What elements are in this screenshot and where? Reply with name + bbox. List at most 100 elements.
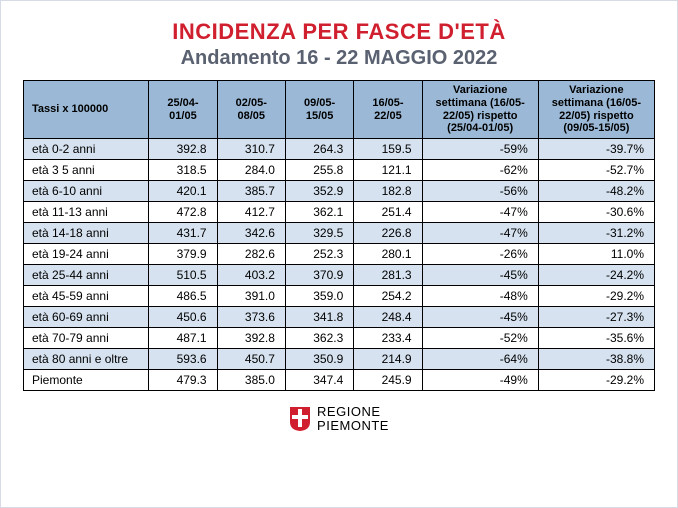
- table-row: età 11-13 anni472.8412.7362.1251.4-47%-3…: [24, 202, 655, 223]
- row-value: 214.9: [354, 349, 422, 370]
- row-value: -48%: [422, 286, 538, 307]
- row-value: 341.8: [285, 307, 353, 328]
- row-value: 362.1: [285, 202, 353, 223]
- col-header-week3: 09/05-15/05: [285, 81, 353, 139]
- footer: REGIONE PIEMONTE: [23, 405, 655, 437]
- table-row: età 0-2 anni392.8310.7264.3159.5-59%-39.…: [24, 139, 655, 160]
- row-label: età 6-10 anni: [24, 181, 149, 202]
- row-value: 342.6: [217, 223, 285, 244]
- row-value: 420.1: [149, 181, 217, 202]
- table-row: età 25-44 anni510.5403.2370.9281.3-45%-2…: [24, 265, 655, 286]
- row-value: 362.3: [285, 328, 353, 349]
- row-value: -39.7%: [538, 139, 654, 160]
- shield-icon: [289, 406, 311, 432]
- row-value: 593.6: [149, 349, 217, 370]
- row-value: 264.3: [285, 139, 353, 160]
- col-header-week1: 25/04-01/05: [149, 81, 217, 139]
- row-value: -38.8%: [538, 349, 654, 370]
- row-value: 359.0: [285, 286, 353, 307]
- brand-line2: PIEMONTE: [317, 419, 389, 433]
- table-row: età 70-79 anni487.1392.8362.3233.4-52%-3…: [24, 328, 655, 349]
- row-value: 350.9: [285, 349, 353, 370]
- row-value: 282.6: [217, 244, 285, 265]
- row-label: età 11-13 anni: [24, 202, 149, 223]
- row-value: -24.2%: [538, 265, 654, 286]
- row-value: 391.0: [217, 286, 285, 307]
- row-value: 233.4: [354, 328, 422, 349]
- row-value: 11.0%: [538, 244, 654, 265]
- row-value: 510.5: [149, 265, 217, 286]
- row-label: età 45-59 anni: [24, 286, 149, 307]
- table-header: Tassi x 100000 25/04-01/05 02/05-08/05 0…: [24, 81, 655, 139]
- table-total-row: Piemonte479.3385.0347.4245.9-49%-29.2%: [24, 370, 655, 391]
- row-value: -62%: [422, 160, 538, 181]
- row-value: 379.9: [149, 244, 217, 265]
- row-value: 412.7: [217, 202, 285, 223]
- row-label: età 19-24 anni: [24, 244, 149, 265]
- row-value: 284.0: [217, 160, 285, 181]
- row-value: 352.9: [285, 181, 353, 202]
- row-value: 403.2: [217, 265, 285, 286]
- col-header-label: Tassi x 100000: [24, 81, 149, 139]
- row-value: 251.4: [354, 202, 422, 223]
- row-value: 450.6: [149, 307, 217, 328]
- row-value: -27.3%: [538, 307, 654, 328]
- total-value: -29.2%: [538, 370, 654, 391]
- incidence-table: Tassi x 100000 25/04-01/05 02/05-08/05 0…: [23, 80, 655, 391]
- row-value: 472.8: [149, 202, 217, 223]
- row-value: 487.1: [149, 328, 217, 349]
- table-row: età 80 anni e oltre593.6450.7350.9214.9-…: [24, 349, 655, 370]
- table-row: età 14-18 anni431.7342.6329.5226.8-47%-3…: [24, 223, 655, 244]
- row-label: età 3 5 anni: [24, 160, 149, 181]
- total-value: 385.0: [217, 370, 285, 391]
- col-header-var2: Variazione settimana (16/05-22/05) rispe…: [538, 81, 654, 139]
- row-value: -30.6%: [538, 202, 654, 223]
- row-value: 450.7: [217, 349, 285, 370]
- row-value: -52%: [422, 328, 538, 349]
- row-value: 182.8: [354, 181, 422, 202]
- total-label: Piemonte: [24, 370, 149, 391]
- row-value: -59%: [422, 139, 538, 160]
- row-value: 431.7: [149, 223, 217, 244]
- row-label: età 80 anni e oltre: [24, 349, 149, 370]
- col-header-var1: Variazione settimana (16/05-22/05) rispe…: [422, 81, 538, 139]
- row-value: -31.2%: [538, 223, 654, 244]
- table-row: età 3 5 anni318.5284.0255.8121.1-62%-52.…: [24, 160, 655, 181]
- row-value: 370.9: [285, 265, 353, 286]
- row-value: -52.7%: [538, 160, 654, 181]
- row-label: età 70-79 anni: [24, 328, 149, 349]
- row-value: -26%: [422, 244, 538, 265]
- row-value: 318.5: [149, 160, 217, 181]
- total-value: 347.4: [285, 370, 353, 391]
- row-label: età 0-2 anni: [24, 139, 149, 160]
- row-value: 159.5: [354, 139, 422, 160]
- col-header-week4: 16/05-22/05: [354, 81, 422, 139]
- row-value: 280.1: [354, 244, 422, 265]
- brand-logo: REGIONE PIEMONTE: [289, 405, 389, 432]
- row-value: 486.5: [149, 286, 217, 307]
- row-value: 248.4: [354, 307, 422, 328]
- table-row: età 60-69 anni450.6373.6341.8248.4-45%-2…: [24, 307, 655, 328]
- row-value: 329.5: [285, 223, 353, 244]
- table-row: età 19-24 anni379.9282.6252.3280.1-26%11…: [24, 244, 655, 265]
- document-page: INCIDENZA PER FASCE D'ETÀ Andamento 16 -…: [0, 0, 678, 508]
- row-value: -47%: [422, 202, 538, 223]
- table-row: età 45-59 anni486.5391.0359.0254.2-48%-2…: [24, 286, 655, 307]
- row-value: -56%: [422, 181, 538, 202]
- page-subtitle: Andamento 16 - 22 MAGGIO 2022: [23, 47, 655, 70]
- row-value: 373.6: [217, 307, 285, 328]
- table-body: età 0-2 anni392.8310.7264.3159.5-59%-39.…: [24, 139, 655, 391]
- row-value: 281.3: [354, 265, 422, 286]
- row-value: -64%: [422, 349, 538, 370]
- row-value: -45%: [422, 265, 538, 286]
- row-value: 385.7: [217, 181, 285, 202]
- row-value: -45%: [422, 307, 538, 328]
- row-value: 254.2: [354, 286, 422, 307]
- brand-text: REGIONE PIEMONTE: [317, 405, 389, 432]
- table-row: età 6-10 anni420.1385.7352.9182.8-56%-48…: [24, 181, 655, 202]
- row-value: -47%: [422, 223, 538, 244]
- row-value: 121.1: [354, 160, 422, 181]
- total-value: 245.9: [354, 370, 422, 391]
- row-label: età 25-44 anni: [24, 265, 149, 286]
- row-value: 255.8: [285, 160, 353, 181]
